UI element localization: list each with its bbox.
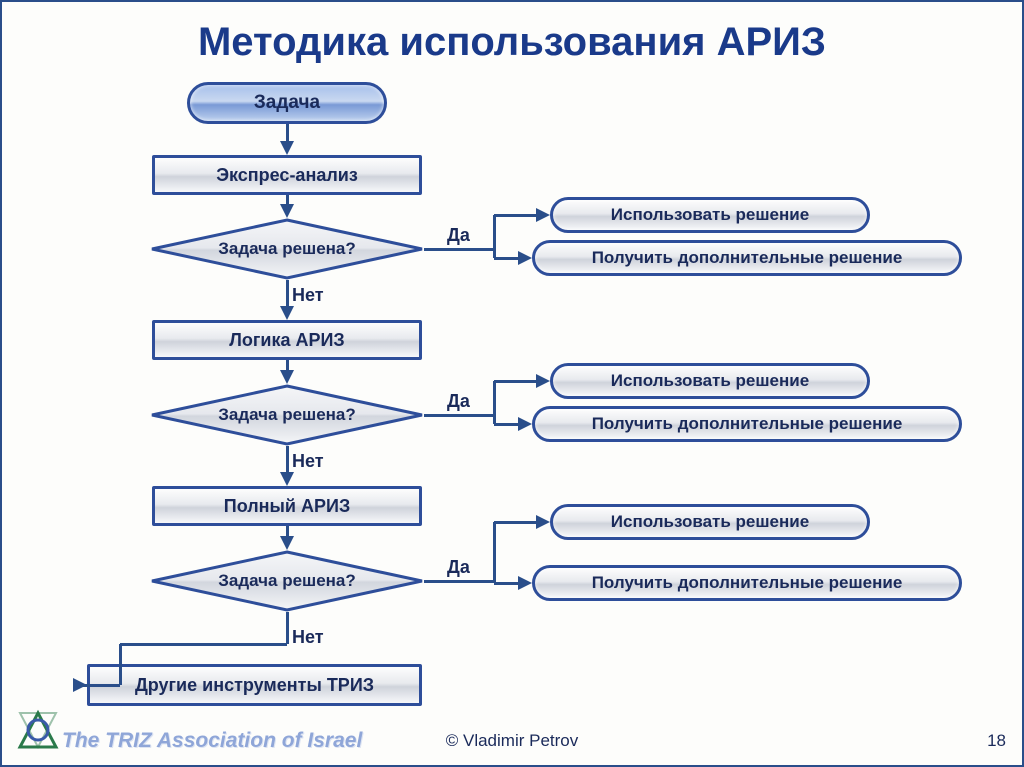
edge-label-yes1: Да bbox=[447, 225, 470, 246]
node-logic: Логика АРИЗ bbox=[152, 320, 422, 360]
footer-copyright: © Vladimir Petrov bbox=[2, 731, 1022, 751]
node-other: Другие инструменты ТРИЗ bbox=[87, 664, 422, 706]
decision-d3: Задача решена? bbox=[150, 550, 424, 612]
node-more3: Получить дополнительные решение bbox=[532, 565, 962, 601]
slide-number: 18 bbox=[987, 731, 1006, 751]
edge-label-yes2: Да bbox=[447, 391, 470, 412]
node-more2: Получить дополнительные решение bbox=[532, 406, 962, 442]
decision-d1: Задача решена? bbox=[150, 218, 424, 280]
node-use3: Использовать решение bbox=[550, 504, 870, 540]
decision-d2: Задача решена? bbox=[150, 384, 424, 446]
node-use2: Использовать решение bbox=[550, 363, 870, 399]
edge-label-yes3: Да bbox=[447, 557, 470, 578]
node-use1: Использовать решение bbox=[550, 197, 870, 233]
edge-label-no3: Нет bbox=[292, 627, 324, 648]
edge-label-no1: Нет bbox=[292, 285, 324, 306]
node-express: Экспрес-анализ bbox=[152, 155, 422, 195]
node-full: Полный АРИЗ bbox=[152, 486, 422, 526]
node-start: Задача bbox=[187, 82, 387, 124]
edge-label-no2: Нет bbox=[292, 451, 324, 472]
node-more1: Получить дополнительные решение bbox=[532, 240, 962, 276]
page-title: Методика использования АРИЗ bbox=[2, 20, 1022, 65]
